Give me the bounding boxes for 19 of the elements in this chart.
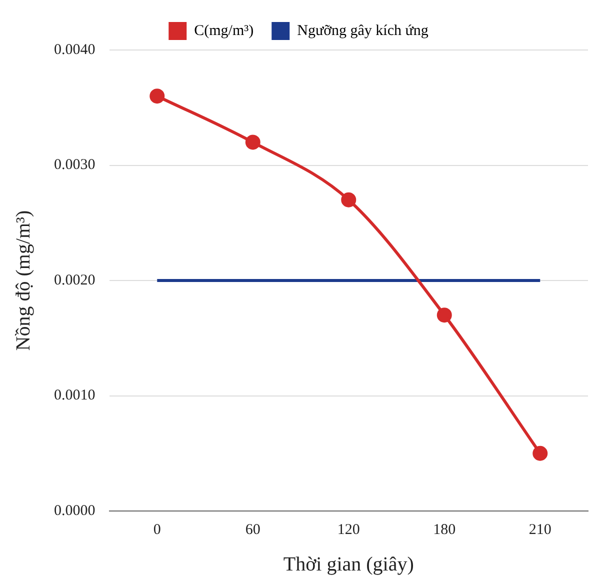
point bbox=[341, 192, 356, 208]
point bbox=[150, 88, 165, 104]
legend-label: C(mg/m³) bbox=[194, 22, 254, 39]
x-tick-label: 180 bbox=[433, 522, 456, 538]
point bbox=[245, 134, 260, 150]
y-tick-label: 0.0030 bbox=[54, 157, 96, 174]
x-tick-label: 120 bbox=[337, 522, 360, 538]
x-axis-title: Thời gian (giây) bbox=[283, 553, 414, 576]
x-tick-label: 60 bbox=[245, 522, 260, 538]
x-tick-label: 210 bbox=[528, 522, 552, 538]
point bbox=[436, 308, 452, 323]
y-tick-label: 0.0010 bbox=[54, 388, 96, 404]
legend-label: Ngưỡng gây kích ứng bbox=[297, 22, 429, 39]
point bbox=[532, 446, 548, 461]
x-tick-label: 0 bbox=[153, 522, 161, 538]
y-tick-label: 0.0020 bbox=[54, 272, 96, 288]
y-tick-label: 0.0040 bbox=[54, 42, 96, 58]
y-axis-title: Nồng độ (mg/m³) bbox=[12, 210, 34, 351]
y-tick-label: 0.0000 bbox=[54, 502, 96, 519]
